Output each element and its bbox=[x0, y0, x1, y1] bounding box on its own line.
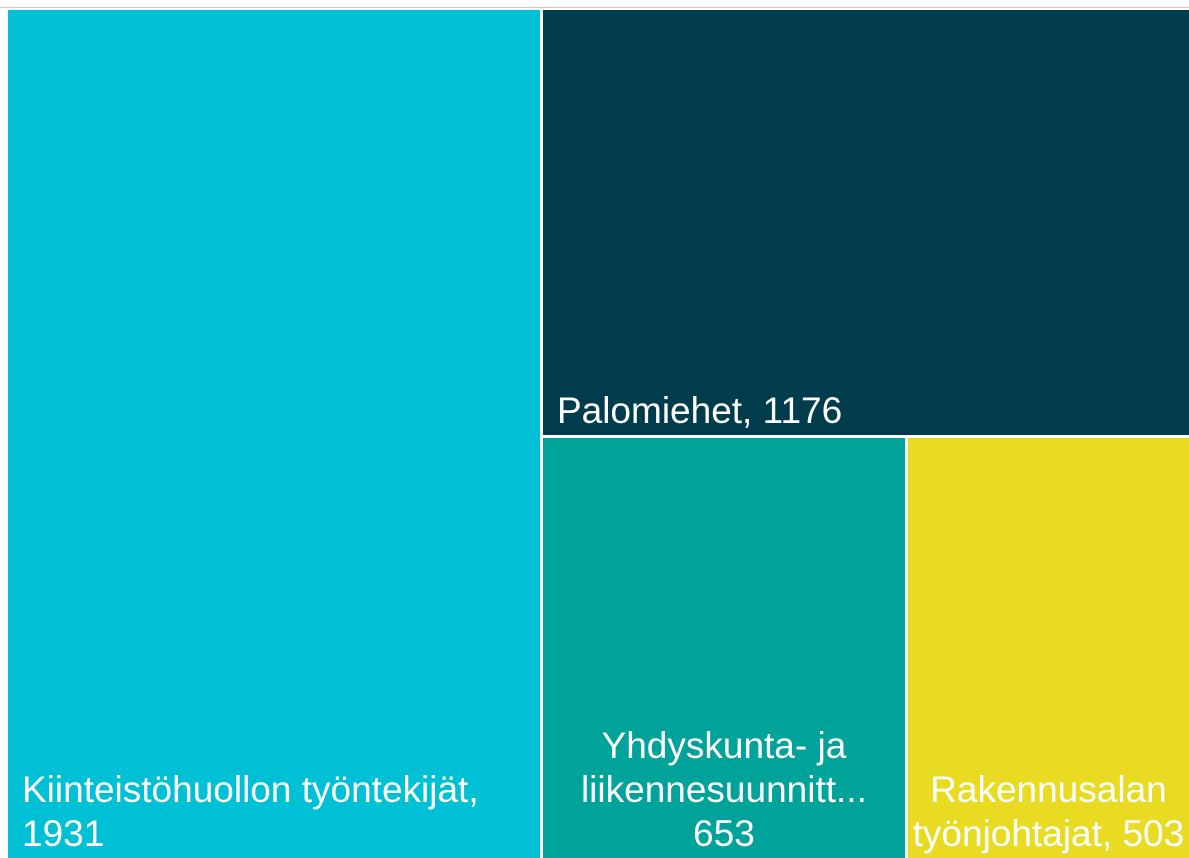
category-name: Palomiehet, bbox=[556, 389, 753, 431]
tile-label: Rakennusalan työnjohtajat, 503 bbox=[908, 768, 1189, 858]
category-name: Yhdyskunta- ja liikennesuunnitt... bbox=[580, 724, 867, 810]
tile-label: Palomiehet, 1176 bbox=[543, 389, 1189, 435]
value-label: 1176 bbox=[762, 389, 843, 431]
tile: Yhdyskunta- ja liikennesuunnitt... 653 bbox=[542, 437, 905, 858]
category-name: Rakennusalan työnjohtajat, bbox=[912, 768, 1167, 854]
tile: Kiinteistöhuollon työntekijät, 1931 bbox=[8, 10, 540, 858]
value-label: 503 bbox=[1122, 812, 1185, 854]
tile-label: Yhdyskunta- ja liikennesuunnitt... 653 bbox=[543, 724, 905, 858]
tile: Rakennusalan työnjohtajat, 503 bbox=[907, 437, 1189, 858]
value-label: 653 bbox=[693, 812, 755, 854]
category-name: Kiinteistöhuollon työntekijät, bbox=[22, 769, 479, 810]
tile: Palomiehet, 1176 bbox=[542, 10, 1189, 435]
value-label: 1931 bbox=[22, 813, 105, 854]
tile-label: Kiinteistöhuollon työntekijät, 1931 bbox=[8, 768, 540, 858]
top-border bbox=[0, 7, 1189, 8]
